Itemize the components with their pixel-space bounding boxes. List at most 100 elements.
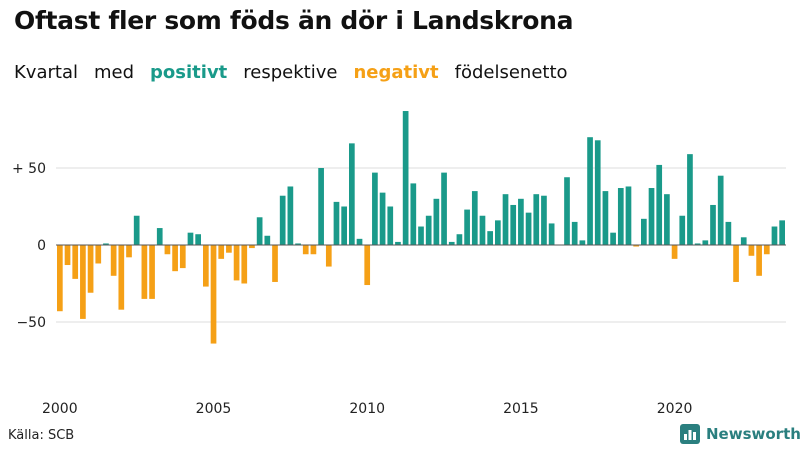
x-tick-label-2: 2010 [349,401,385,417]
axis-group: + 50 0 −50 2000 2005 2010 2015 2020 [12,161,786,417]
bar-89 [740,237,747,245]
bar-13 [156,228,163,245]
bar-32 [302,245,309,255]
bar-17 [187,232,194,245]
bar-40 [364,245,371,286]
x-tick-label-4: 2020 [657,401,693,417]
bar-11 [141,245,148,299]
bar-77 [648,188,655,245]
bar-3 [80,245,86,319]
bar-7 [110,245,117,276]
bar-84 [702,240,709,245]
bar-61 [525,212,532,245]
bar-26 [256,217,263,245]
x-tick-label-0: 2000 [42,401,78,417]
bar-29 [279,195,286,245]
bar-39 [356,238,363,245]
bar-56 [487,231,493,245]
bar-28 [272,245,278,282]
bar-73 [617,188,624,245]
bar-74 [625,186,632,245]
bar-18 [195,234,201,245]
subtitle-word-med: med [93,62,135,83]
bar-12 [149,245,155,299]
bar-4 [87,245,94,293]
source-note: Källa: SCB [8,428,75,443]
bar-63 [541,195,547,245]
bar-10 [133,215,140,245]
bar-70 [594,140,601,245]
bar-86 [717,175,724,245]
bar-27 [264,235,271,245]
bar-38 [349,143,355,245]
bar-72 [610,232,616,245]
y-tick-label-1: 0 [37,238,46,254]
bar-66 [564,177,570,245]
gridlines [56,167,786,323]
newsworthy-logo-icon [680,424,700,444]
bar-48 [425,215,432,245]
chart-title: Oftast fler som föds än dör i Landskrona [14,6,574,35]
bar-78 [656,164,663,245]
bar-80 [671,245,678,259]
brand-name: Newsworthy [706,425,800,443]
bar-87 [725,221,732,245]
bar-81 [679,215,686,245]
bar-30 [287,186,294,245]
bar-57 [495,220,501,245]
bar-83 [694,243,701,245]
bar-79 [664,194,670,245]
legend-negative: negativt [353,62,439,83]
bar-50 [441,172,447,245]
bar-91 [756,245,762,276]
bar-71 [602,191,609,245]
bar-45 [402,111,409,246]
bar-75 [633,245,639,247]
bar-24 [241,245,248,284]
bar-60 [518,198,524,245]
bar-44 [395,241,401,245]
bar-42 [379,192,386,245]
subtitle-word-fodelsenetto: födelsenetto [454,62,568,83]
bar-69 [587,137,593,245]
bar-53 [464,209,470,245]
bar-52 [456,234,463,245]
bar-14 [164,245,171,255]
bar-93 [771,226,778,245]
bar-23 [233,245,240,281]
bar-55 [479,215,486,245]
x-tick-label-1: 2005 [196,401,232,417]
bar-6 [103,243,109,245]
y-tick-label-0: + 50 [12,161,46,177]
brand-logo: Newsworthy [680,424,800,444]
bar-35 [325,245,332,267]
x-tick-label-3: 2015 [503,401,539,417]
y-tick-label-2: −50 [16,315,46,331]
bar-15 [172,245,178,272]
bar-67 [571,221,578,245]
bar-43 [387,206,394,245]
bar-54 [471,191,478,245]
bar-2 [72,245,79,279]
bar-94 [779,220,785,245]
bar-88 [733,245,739,282]
bar-22 [226,245,232,253]
bar-64 [548,223,555,245]
bar-31 [295,243,301,245]
bar-90 [748,245,755,256]
bar-16 [179,245,186,269]
bar-82 [687,154,693,245]
bar-58 [502,194,509,245]
bar-62 [533,194,540,245]
subtitle-word-kvartal: Kvartal [14,62,78,83]
bar-68 [579,240,586,245]
bar-21 [218,245,225,259]
bar-1 [64,245,71,266]
bar-33 [310,245,317,255]
bar-92 [763,245,770,255]
bar-51 [448,241,455,245]
bar-47 [418,226,424,245]
bar-19 [203,245,209,287]
bar-5 [95,245,102,264]
